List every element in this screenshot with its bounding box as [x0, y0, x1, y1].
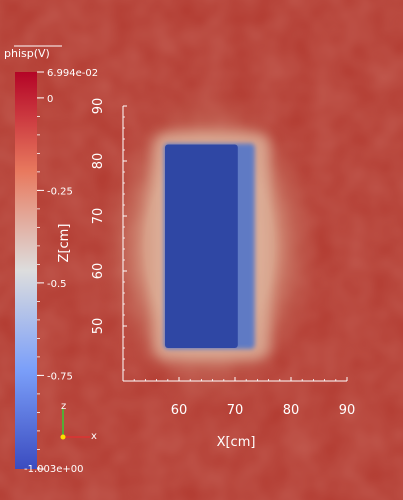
plot-axes: 60 70 80 90 50 60 70 80 90 X[cm] Z[cm]	[57, 98, 355, 450]
z-tick-label: 90	[91, 98, 106, 115]
x-tick-label: 70	[227, 403, 244, 418]
z-tick-label: 50	[91, 318, 106, 335]
orientation-z-label: z	[61, 401, 66, 412]
x-ticks: 60 70 80 90	[122, 377, 356, 418]
orientation-widget: z x	[60, 401, 97, 442]
colorbar-tick-label: -0.75	[47, 371, 73, 382]
orientation-origin	[60, 434, 66, 440]
colorbar-ticks: 0 -0.25 -0.5 -0.75	[37, 94, 73, 469]
z-tick-label: 80	[91, 153, 106, 170]
colorbar-tick-label: -0.5	[47, 279, 67, 290]
x-tick-label: 60	[171, 403, 188, 418]
electrode-core	[165, 144, 238, 348]
x-axis-title: X[cm]	[217, 435, 256, 450]
colorbar: phisp(V) 6.994e-02 -1.003e+00 0 -0.25 -0.5…	[4, 45, 98, 475]
x-tick-label: 90	[339, 403, 356, 418]
colorbar-title: phisp(V)	[4, 47, 50, 60]
z-axis-title: Z[cm]	[57, 224, 72, 263]
orientation-x-label: x	[91, 431, 97, 442]
z-tick-label: 70	[91, 208, 106, 225]
z-ticks: 50 60 70 80 90	[91, 98, 127, 382]
x-tick-label: 80	[283, 403, 300, 418]
z-tick-label: 60	[91, 263, 106, 280]
colorbar-min-label: -1.003e+00	[24, 464, 84, 475]
colorbar-tick-label: -0.25	[47, 186, 73, 197]
colorbar-tick-label: 0	[47, 94, 53, 105]
colorbar-gradient	[15, 72, 37, 469]
colorbar-max-label: 6.994e-02	[47, 68, 98, 79]
